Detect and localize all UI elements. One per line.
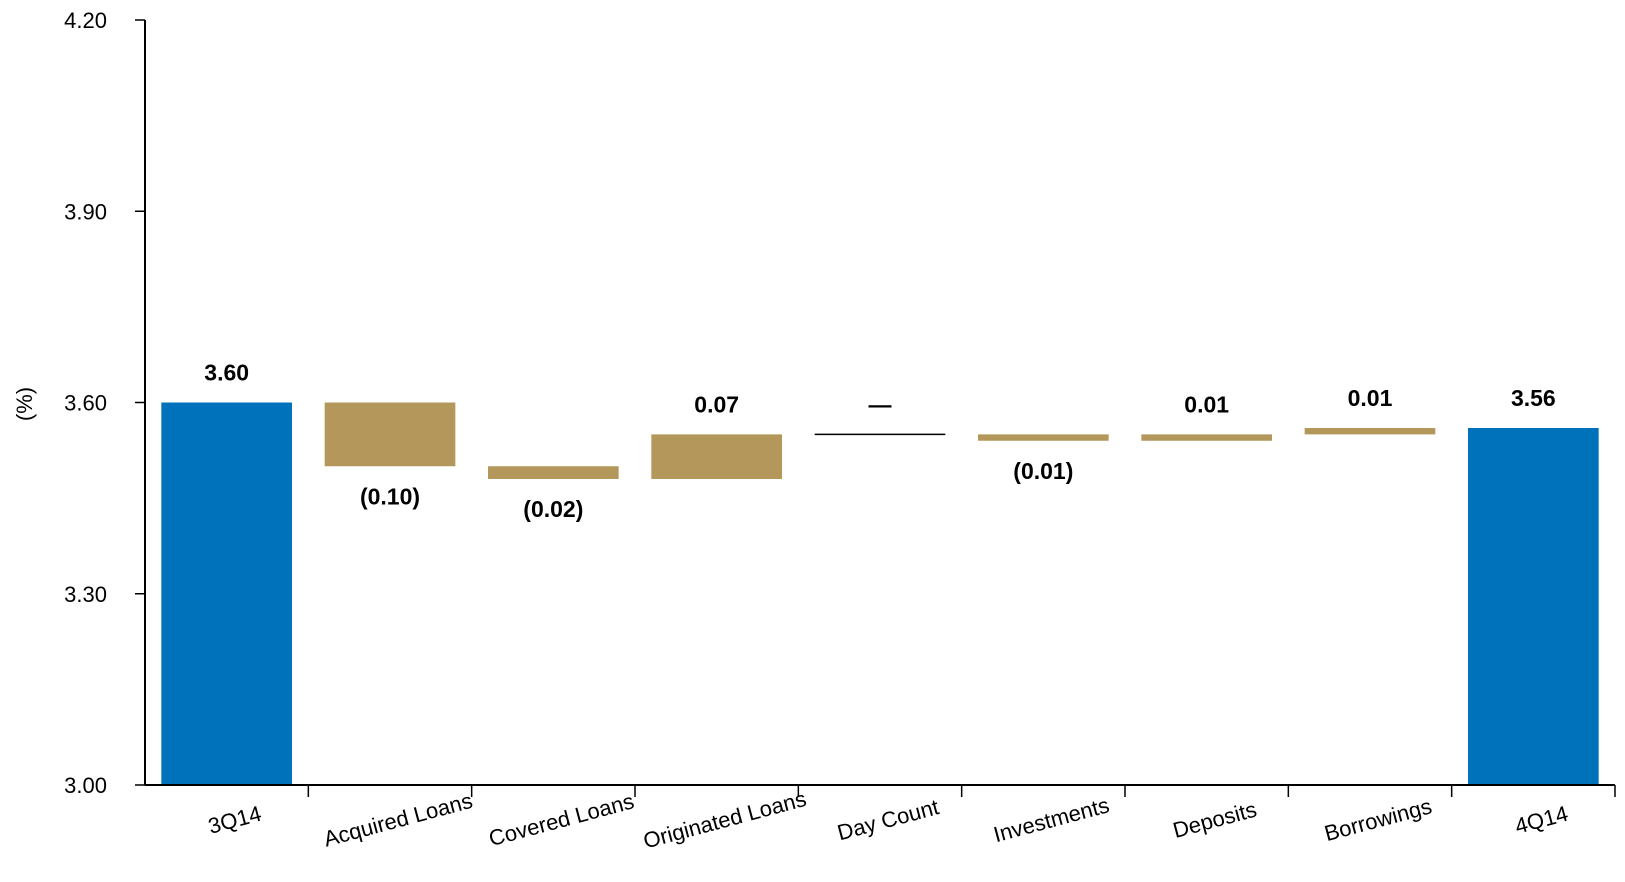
data-label-7: 0.01 [1348,385,1393,411]
data-labels-group: 3.60 (0.10) (0.02) 0.07 — (0.01) 0.01 0.01 3.56 [204,360,1555,523]
y-axis-title: (%) [12,387,37,421]
data-label-0: 3.60 [204,360,249,386]
data-label-1: (0.10) [360,483,420,509]
y-axis-ticks: 3.00 3.30 3.60 3.90 4.20 [64,8,145,798]
bars-group [161,402,1599,785]
x-category-label: Borrowings [1322,793,1435,846]
bar-3 [651,434,782,479]
x-category-label: Investments [991,792,1112,847]
bar-1 [324,402,456,467]
y-tick-label: 3.30 [64,582,107,607]
bar-6 [1141,434,1272,441]
y-tick-label: 3.00 [64,773,107,798]
data-label-8: 3.56 [1511,385,1556,411]
bar-5 [978,434,1109,441]
x-category-label: 3Q14 [205,801,263,839]
y-tick-label: 3.90 [64,199,107,224]
x-category-label: Covered Loans [486,788,637,851]
x-category-label: Deposits [1170,797,1259,843]
bar-2 [488,466,619,479]
data-label-5: (0.01) [1013,458,1073,484]
data-label-3: 0.07 [694,391,739,417]
data-label-4: — [869,391,892,417]
data-label-6: 0.01 [1184,391,1229,417]
y-tick-label: 3.60 [64,391,107,416]
x-category-label: Day Count [835,794,942,845]
bar-7 [1304,428,1436,435]
bar-8 [1468,428,1599,785]
y-tick-label: 4.20 [64,8,107,33]
data-label-2: (0.02) [523,496,583,522]
x-category-label: Acquired Loans [321,788,475,852]
x-category-label: Originated Loans [641,786,809,854]
x-category-label: 4Q14 [1512,801,1570,839]
bar-0 [161,402,292,785]
x-axis-ticks: 3Q14 Acquired Loans Covered Loans Originate… [205,785,1616,854]
